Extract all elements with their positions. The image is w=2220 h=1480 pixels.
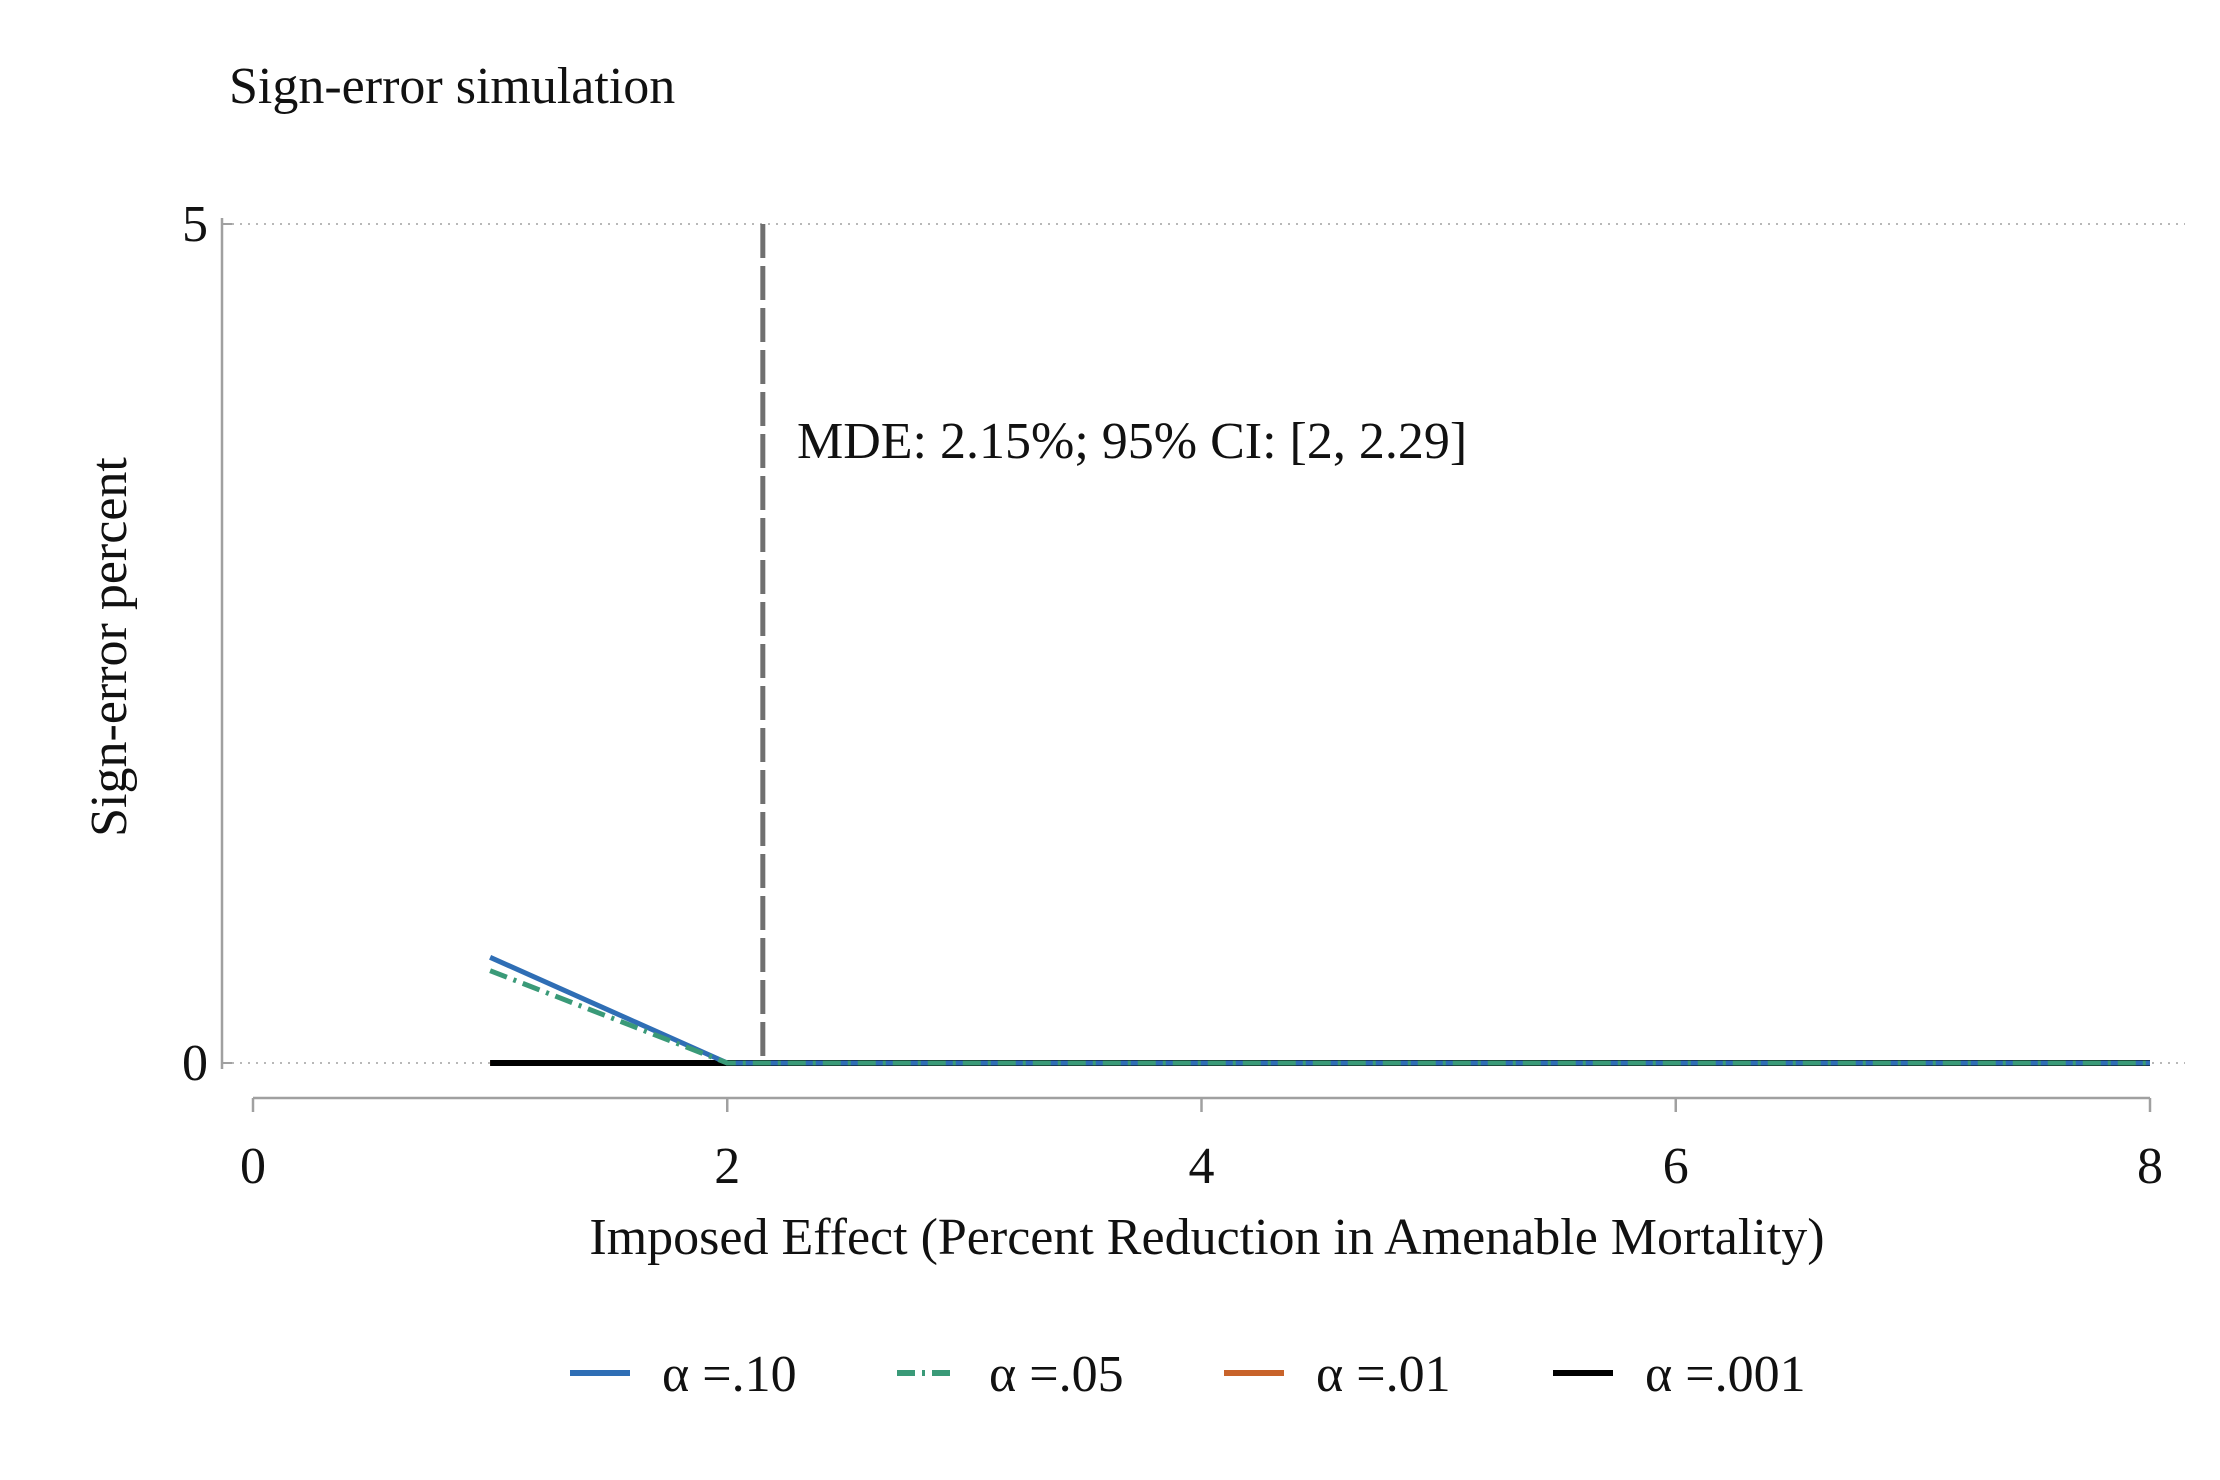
legend-label-3: α =.001 [1645,1346,1806,1403]
x-tick-label-6: 6 [1663,1138,1689,1195]
axes: 0 5 0 2 4 6 8 [182,196,2163,1195]
mde-annotation: MDE: 2.15%; 95% CI: [2, 2.29] [797,413,1467,470]
series-line-0 [489,955,2150,1066]
x-tick-label-0: 0 [240,1138,266,1195]
chart-title: Sign-error simulation [229,58,675,115]
x-tick-label-4: 4 [1189,1138,1215,1195]
y-tick-label-0: 0 [182,1035,208,1092]
y-axis-label: Sign-error percent [81,457,138,837]
legend: α =.10 α =.05 α =.01 α =.001 [570,1346,1806,1403]
x-axis-label: Imposed Effect (Percent Reduction in Ame… [589,1209,1824,1266]
legend-label-0: α =.10 [662,1346,797,1403]
gridlines [232,223,2185,1064]
legend-label-1: α =.05 [989,1346,1124,1403]
x-tick-label-8: 8 [2137,1138,2163,1195]
x-tick-label-2: 2 [714,1138,740,1195]
series-lines [489,955,2150,1066]
series-line-1 [489,968,2150,1066]
legend-label-2: α =.01 [1316,1346,1451,1403]
y-tick-label-5: 5 [182,196,208,253]
